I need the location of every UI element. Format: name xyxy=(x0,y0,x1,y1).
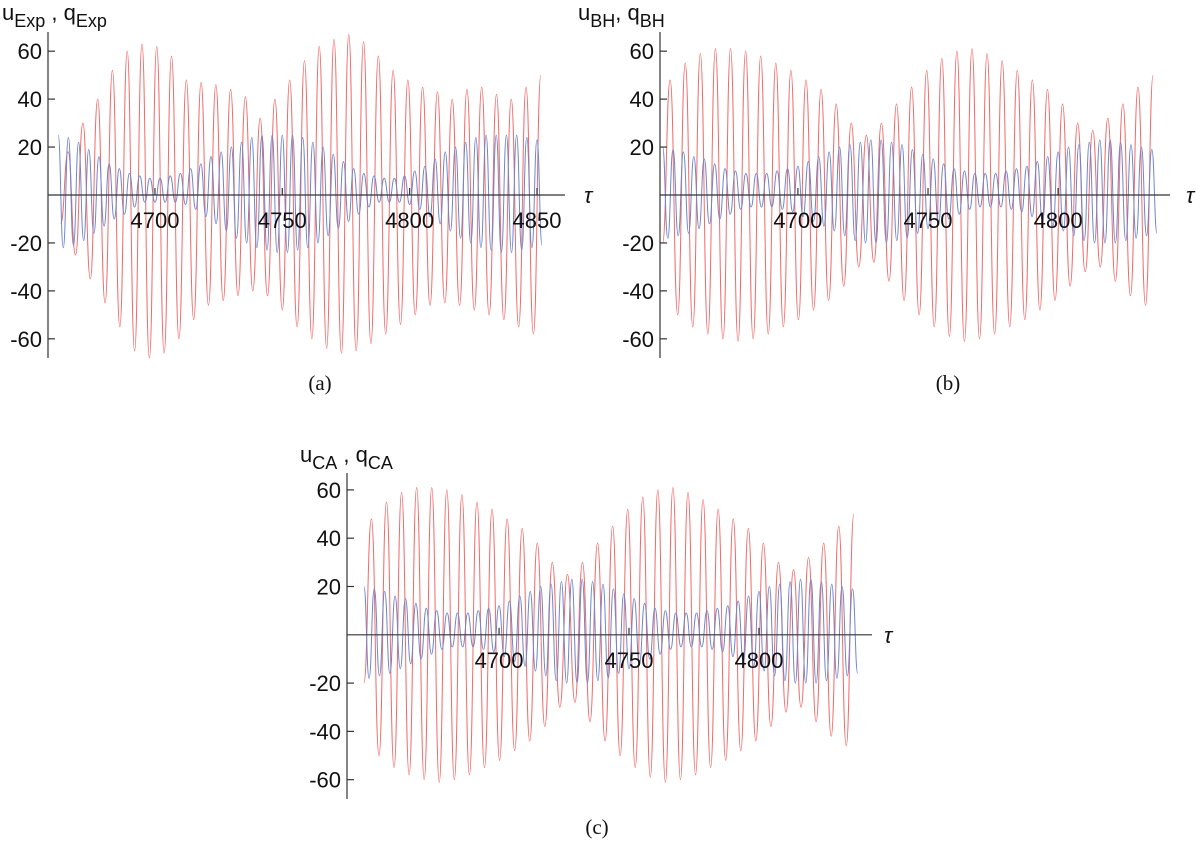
data-line xyxy=(662,139,1158,244)
x-axis-label: τ xyxy=(584,183,594,208)
y-label-subscript: BH xyxy=(590,11,615,31)
caption: (c) xyxy=(585,815,608,839)
x-tick-label: 4800 xyxy=(734,648,783,673)
data-line xyxy=(662,48,1154,342)
y-label-part: , q xyxy=(615,0,639,25)
y-axis-label: uCA , qCA xyxy=(300,442,393,473)
y-tick-label: 60 xyxy=(18,39,42,64)
y-tick-label: 40 xyxy=(630,87,654,112)
y-label-subscript: CA xyxy=(368,453,393,473)
data-line xyxy=(60,33,542,358)
data-line xyxy=(363,578,859,684)
caption: (a) xyxy=(308,371,331,395)
y-tick-label: -20 xyxy=(10,231,42,256)
x-tick-label: 4700 xyxy=(773,208,822,233)
y-label-part: u xyxy=(578,0,590,25)
y-label-part: , q xyxy=(45,0,76,25)
y-tick-label: 20 xyxy=(18,135,42,160)
y-tick-label: 40 xyxy=(18,87,42,112)
y-label-part: u xyxy=(300,442,312,467)
y-tick-label: 20 xyxy=(630,135,654,160)
y-tick-label: 20 xyxy=(317,574,341,599)
y-tick-label: -20 xyxy=(622,231,654,256)
x-tick-label: 4750 xyxy=(904,208,953,233)
y-label-part: , q xyxy=(337,442,368,467)
data-line xyxy=(363,486,855,783)
x-tick-label: 4800 xyxy=(1034,208,1083,233)
x-tick-label: 4750 xyxy=(258,208,307,233)
y-tick-label: 60 xyxy=(630,39,654,64)
y-tick-label: -40 xyxy=(10,279,42,304)
x-tick-label: 4850 xyxy=(513,208,562,233)
y-label-subscript: Exp xyxy=(14,11,45,31)
x-tick-label: 4700 xyxy=(130,208,179,233)
y-axis-label: uExp , qExp xyxy=(2,0,107,31)
y-label-subscript: Exp xyxy=(76,11,107,31)
y-tick-label: -60 xyxy=(10,327,42,352)
y-tick-label: 40 xyxy=(317,526,341,551)
y-tick-label: -60 xyxy=(309,768,341,793)
y-tick-label: -40 xyxy=(622,279,654,304)
y-tick-label: -20 xyxy=(309,671,341,696)
x-axis-label: τ xyxy=(884,623,894,648)
x-tick-label: 4700 xyxy=(475,648,524,673)
y-tick-label: 60 xyxy=(317,478,341,503)
y-tick-label: -60 xyxy=(622,327,654,352)
x-axis-label: τ xyxy=(1186,183,1196,208)
y-axis-label: uBH, qBH xyxy=(578,0,665,31)
y-tick-label: -40 xyxy=(309,719,341,744)
data-line xyxy=(57,134,543,254)
y-label-subscript: BH xyxy=(640,11,665,31)
y-label-part: u xyxy=(2,0,14,25)
x-tick-label: 4750 xyxy=(605,648,654,673)
caption: (b) xyxy=(936,371,961,395)
y-label-subscript: CA xyxy=(312,453,337,473)
x-tick-label: 4800 xyxy=(385,208,434,233)
